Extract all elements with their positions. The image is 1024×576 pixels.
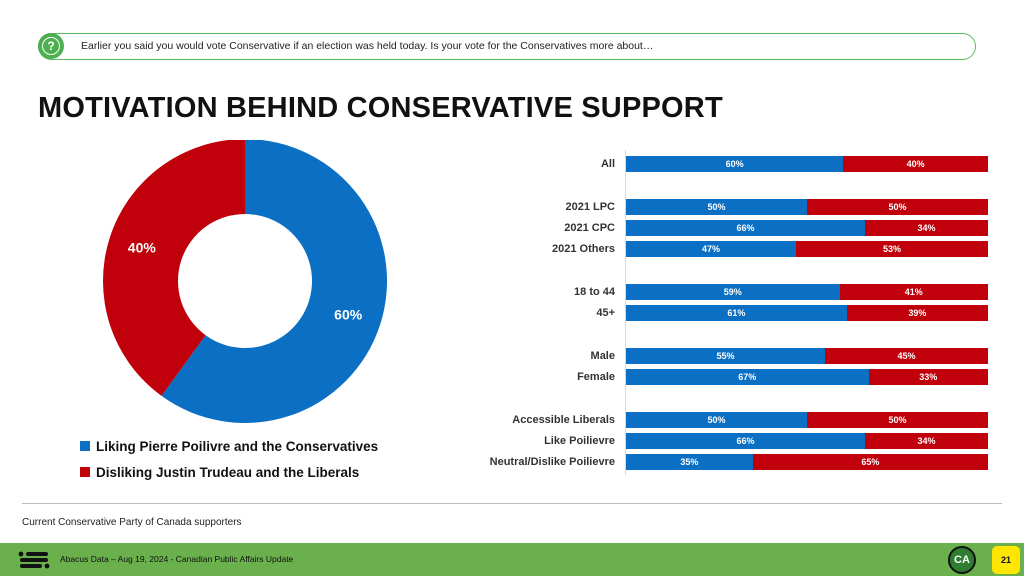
bar-segment-liking: 66% <box>626 219 865 236</box>
bar-category-label: 45+ <box>596 307 615 320</box>
donut-slice-0 <box>161 140 387 423</box>
bar-row: Female 67% 33% <box>400 369 1000 385</box>
bar-segment-liking: 55% <box>626 347 826 364</box>
footnote: Current Conservative Party of Canada sup… <box>22 517 242 528</box>
chart-legend: Liking Pierre Poilivre and the Conservat… <box>80 433 378 485</box>
bar-category-label: Accessible Liberals <box>512 413 615 426</box>
donut-label-0: 60% <box>334 307 363 323</box>
donut-label-1: 40% <box>128 239 157 255</box>
bar-row: Neutral/Dislike Poilievre 35% 65% <box>400 454 1000 471</box>
bar-category-label: 2021 LPC <box>565 200 615 213</box>
legend-label: Liking Pierre Poilivre and the Conservat… <box>96 438 379 454</box>
bar-segment-disliking: 45% <box>825 347 988 364</box>
donut-chart: 60% 40% <box>103 140 387 423</box>
bar-row: Like Poilievre 66% 34% <box>400 432 1000 449</box>
donut-slice-1 <box>103 140 245 396</box>
bar-track: 59% 41% <box>626 283 988 300</box>
bar-track: 66% 34% <box>626 432 988 449</box>
bar-category-label: Male <box>590 349 615 362</box>
page-number: 21 <box>992 546 1020 574</box>
abacus-logo-icon <box>18 551 50 569</box>
bar-row: 45+ 61% 39% <box>400 305 1000 322</box>
bar-segment-disliking: 41% <box>839 283 988 300</box>
bar-track: 60% 40% <box>626 156 988 172</box>
stacked-bar-chart: All 60% 40% 2021 LPC 50% 50% 2021 CPC 66% 34% 202… <box>400 150 1000 480</box>
bar-row: 2021 LPC 50% 50% <box>400 198 1000 215</box>
bar-segment-liking: 60% <box>626 156 844 172</box>
page-title: MOTIVATION BEHIND CONSERVATIVE SUPPORT <box>38 92 723 124</box>
bar-segment-liking: 61% <box>626 305 847 322</box>
bar-segment-liking: 59% <box>626 283 840 300</box>
bar-segment-disliking: 65% <box>752 454 988 471</box>
bar-category-label: Like Poilievre <box>544 434 615 447</box>
bar-segment-liking: 50% <box>626 198 807 215</box>
question-text: Earlier you said you would vote Conserva… <box>81 40 654 52</box>
bar-segment-disliking: 34% <box>864 432 988 449</box>
bar-category-label: 2021 CPC <box>564 221 615 234</box>
bar-category-label: All <box>600 158 615 170</box>
question-banner: ? Earlier you said you would vote Conser… <box>38 33 976 60</box>
bar-category-label: 2021 Others <box>552 243 615 256</box>
legend-label: Disliking Justin Trudeau and the Liberal… <box>96 464 360 480</box>
bar-category-label: 18 to 44 <box>574 285 615 298</box>
bar-segment-disliking: 34% <box>864 219 988 236</box>
bar-segment-liking: 67% <box>626 369 869 385</box>
bar-segment-liking: 66% <box>626 432 865 449</box>
bar-track: 35% 65% <box>626 454 988 471</box>
bar-segment-disliking: 40% <box>843 156 988 172</box>
bar-track: 50% 50% <box>626 411 988 428</box>
bar-row: All 60% 40% <box>400 156 1000 172</box>
bar-segment-liking: 50% <box>626 411 807 428</box>
bar-track: 61% 39% <box>626 305 988 322</box>
bar-segment-disliking: 39% <box>846 305 988 322</box>
bar-track: 55% 45% <box>626 347 988 364</box>
question-icon: ? <box>38 33 64 59</box>
bar-row: 2021 CPC 66% 34% <box>400 219 1000 236</box>
bar-row: 18 to 44 59% 41% <box>400 283 1000 300</box>
footer-divider <box>22 503 1002 504</box>
legend-swatch-blue <box>80 441 90 451</box>
footer-text: Abacus Data – Aug 19, 2024 - Canadian Pu… <box>60 554 294 564</box>
bar-segment-disliking: 50% <box>807 411 988 428</box>
bar-category-label: Female <box>577 371 615 383</box>
bar-track: 50% 50% <box>626 198 988 215</box>
footer-bar: Abacus Data – Aug 19, 2024 - Canadian Pu… <box>0 543 1024 576</box>
ca-badge-icon: CA <box>948 546 976 574</box>
bar-category-label: Neutral/Dislike Poilievre <box>489 456 615 469</box>
bar-segment-liking: 35% <box>626 454 753 471</box>
legend-item-liking: Liking Pierre Poilivre and the Conservat… <box>80 433 378 459</box>
bar-segment-disliking: 33% <box>868 369 988 385</box>
bar-segment-liking: 47% <box>626 241 797 258</box>
bar-row: Male 55% 45% <box>400 347 1000 364</box>
legend-item-disliking: Disliking Justin Trudeau and the Liberal… <box>80 459 378 485</box>
bar-segment-disliking: 50% <box>807 198 988 215</box>
bar-axis-line <box>625 150 626 475</box>
bar-segment-disliking: 53% <box>796 241 988 258</box>
bar-row: Accessible Liberals 50% 50% <box>400 411 1000 428</box>
bar-track: 66% 34% <box>626 219 988 236</box>
bar-track: 47% 53% <box>626 241 988 258</box>
bar-track: 67% 33% <box>626 369 988 385</box>
bar-row: 2021 Others 47% 53% <box>400 241 1000 258</box>
legend-swatch-red <box>80 467 90 477</box>
